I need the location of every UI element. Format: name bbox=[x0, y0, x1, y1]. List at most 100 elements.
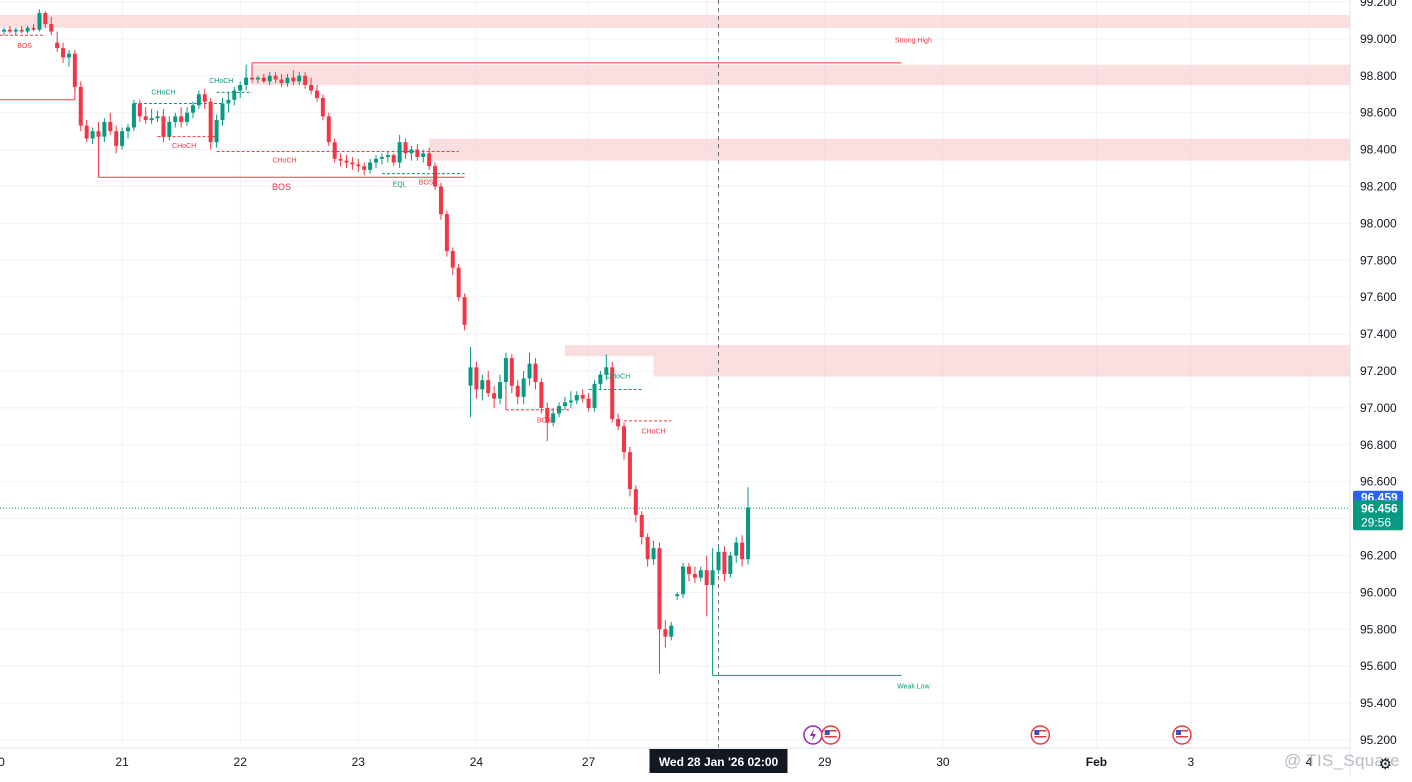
candle bbox=[326, 116, 331, 143]
flag-stripe bbox=[1034, 733, 1047, 735]
structure-label: CHoCH bbox=[606, 373, 630, 380]
candle bbox=[238, 85, 243, 91]
candle bbox=[303, 75, 308, 86]
candle bbox=[415, 149, 420, 157]
structure-label: Strong High bbox=[895, 38, 932, 45]
candle bbox=[314, 90, 319, 98]
crosshair-time-label: Wed 28 Jan '26 02:00 bbox=[659, 755, 779, 769]
candle bbox=[338, 158, 343, 161]
candle bbox=[320, 97, 325, 117]
candle bbox=[362, 166, 367, 170]
candle bbox=[681, 566, 686, 595]
structure-label: CHoCH bbox=[151, 89, 175, 96]
candle bbox=[374, 158, 379, 163]
supply-zone bbox=[0, 14, 1350, 28]
price-tick-label: 95.400 bbox=[1360, 696, 1397, 710]
crosshair-time-tag bbox=[649, 749, 788, 773]
candle bbox=[155, 116, 160, 119]
structure-label: CHoCH bbox=[641, 429, 665, 436]
candle bbox=[356, 164, 361, 167]
candle bbox=[633, 489, 638, 515]
candle bbox=[279, 79, 284, 84]
candle bbox=[486, 380, 491, 394]
structure-label: BOS bbox=[17, 43, 32, 50]
candle bbox=[574, 394, 579, 401]
price-tick-label: 98.800 bbox=[1360, 69, 1397, 83]
candle bbox=[580, 394, 585, 399]
candle bbox=[675, 594, 680, 597]
candle bbox=[604, 367, 609, 375]
structure-label: CHoCH bbox=[172, 143, 196, 150]
candle bbox=[126, 127, 131, 132]
time-tick-label: 20 bbox=[0, 755, 5, 769]
candles bbox=[2, 9, 751, 674]
candle bbox=[232, 90, 237, 100]
candle bbox=[114, 131, 119, 146]
candle bbox=[208, 101, 213, 143]
price-tick-label: 99.200 bbox=[1360, 0, 1397, 9]
price-tick-label: 96.000 bbox=[1360, 585, 1397, 599]
flag-stripe bbox=[824, 733, 837, 735]
supply-zone bbox=[653, 356, 1350, 377]
price-tick-label: 99.000 bbox=[1360, 32, 1397, 46]
us-flag-icon bbox=[820, 725, 841, 745]
flag-stripe bbox=[1034, 730, 1047, 732]
candle bbox=[385, 155, 390, 157]
candle bbox=[291, 77, 296, 82]
candle bbox=[551, 413, 556, 423]
candle bbox=[598, 374, 603, 384]
flag-stripe bbox=[824, 736, 837, 738]
supply-zone bbox=[429, 138, 1350, 161]
current-price-label: 96.456 bbox=[1361, 501, 1398, 515]
time-tick-label: 3 bbox=[1188, 755, 1195, 769]
candle bbox=[13, 29, 18, 32]
price-tick-label: 97.600 bbox=[1360, 290, 1397, 304]
candle bbox=[220, 103, 225, 121]
candle bbox=[185, 112, 190, 122]
price-tick-label: 97.400 bbox=[1360, 327, 1397, 341]
price-tick-label: 97.200 bbox=[1360, 364, 1397, 378]
candle bbox=[509, 358, 514, 386]
candle bbox=[43, 13, 48, 25]
candle bbox=[285, 77, 290, 84]
current-price-tag bbox=[1353, 500, 1403, 531]
price-tick-label: 96.200 bbox=[1360, 549, 1397, 563]
price-tick-label: 95.600 bbox=[1360, 659, 1397, 673]
candle bbox=[498, 382, 503, 399]
candle bbox=[244, 77, 249, 86]
candle bbox=[515, 385, 520, 397]
candle bbox=[161, 116, 166, 137]
candle bbox=[521, 378, 526, 397]
candle bbox=[627, 452, 632, 490]
candle bbox=[444, 214, 449, 252]
candle bbox=[698, 570, 703, 578]
candle bbox=[19, 29, 24, 32]
candle bbox=[492, 393, 497, 399]
candle bbox=[102, 121, 107, 137]
price-axis-bg bbox=[1350, 0, 1412, 777]
watermark: @ TIS_Square bbox=[1284, 751, 1400, 770]
candle bbox=[297, 75, 302, 82]
candle bbox=[61, 48, 66, 58]
candle bbox=[108, 121, 113, 132]
candle bbox=[533, 363, 538, 383]
price-tick-label: 98.200 bbox=[1360, 180, 1397, 194]
candle bbox=[427, 153, 432, 167]
candle bbox=[173, 116, 178, 122]
candle bbox=[657, 548, 662, 630]
candle bbox=[78, 86, 83, 126]
structure-label: BOS bbox=[272, 182, 291, 192]
us-flag-icon bbox=[1030, 725, 1051, 745]
gear-icon[interactable]: ⚙ bbox=[1378, 755, 1392, 773]
candle bbox=[25, 27, 30, 32]
price-tick-label: 95.800 bbox=[1360, 622, 1397, 636]
candle bbox=[403, 142, 408, 154]
price-tick-label: 97.000 bbox=[1360, 401, 1397, 415]
structure-label: CHoCH bbox=[272, 158, 296, 165]
candle bbox=[539, 382, 544, 408]
lightning-icon bbox=[809, 729, 816, 741]
flag-canton bbox=[1034, 730, 1040, 735]
time-tick-label: 24 bbox=[470, 755, 484, 769]
